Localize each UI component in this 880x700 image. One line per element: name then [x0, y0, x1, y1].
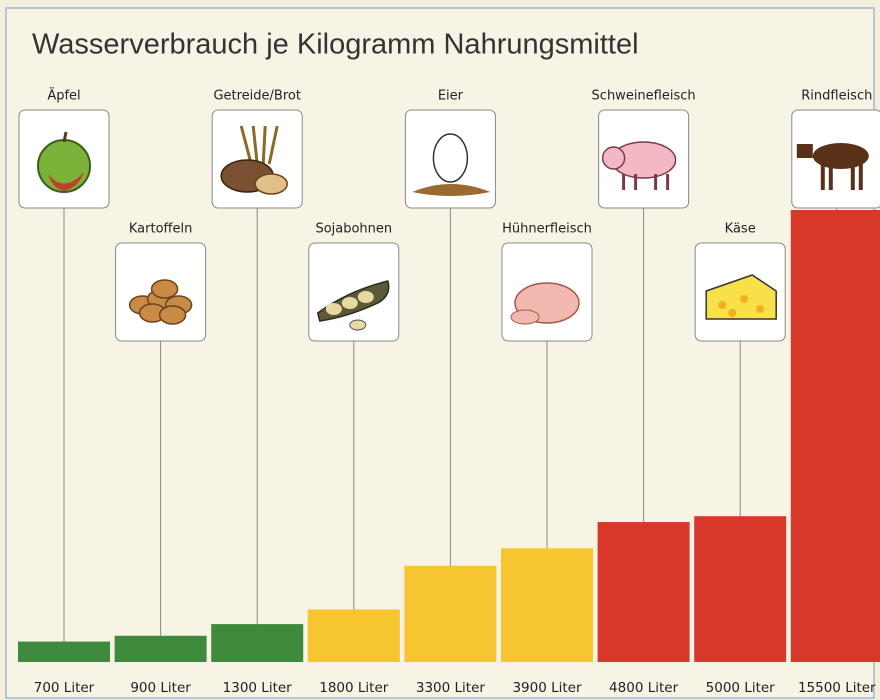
- category-label: Sojabohnen: [315, 222, 392, 237]
- bar: [18, 642, 110, 662]
- icon-shape: [263, 126, 265, 164]
- bar: [308, 610, 400, 662]
- chart: Wasserverbrauch je Kilogramm Nahrungsmit…: [0, 0, 880, 700]
- icon-shape: [728, 309, 736, 317]
- value-label: 1300 Liter: [223, 680, 293, 696]
- category-label: Käse: [725, 222, 756, 237]
- icon-shape: [797, 144, 813, 158]
- icon-shape: [718, 301, 726, 309]
- bar: [598, 522, 690, 662]
- category-label: Kartoffeln: [129, 222, 192, 237]
- icon-shape: [756, 305, 764, 313]
- value-label: 5000 Liter: [706, 680, 776, 696]
- value-label: 1800 Liter: [319, 680, 389, 696]
- icon-shape: [740, 295, 748, 303]
- icon-shape: [433, 134, 467, 182]
- icon-shape: [152, 280, 178, 298]
- icon-shape: [350, 320, 366, 330]
- bar: [211, 624, 303, 662]
- category-label: Getreide/Brot: [213, 89, 301, 104]
- value-label: 4800 Liter: [609, 680, 679, 696]
- category-label: Schweinefleisch: [592, 89, 696, 104]
- category-label: Eier: [438, 89, 464, 104]
- icon-shape: [64, 132, 66, 142]
- value-label: 700 Liter: [34, 680, 95, 696]
- bar: [501, 548, 593, 662]
- category-label: Äpfel: [47, 88, 80, 104]
- chart-title: Wasserverbrauch je Kilogramm Nahrungsmit…: [32, 29, 639, 61]
- value-label: 3300 Liter: [416, 680, 486, 696]
- category-label: Hühnerfleisch: [502, 222, 592, 237]
- category-label: Rindfleisch: [801, 89, 872, 104]
- icon-shape: [160, 306, 186, 324]
- icon-shape: [511, 310, 539, 324]
- value-label: 3900 Liter: [512, 680, 582, 696]
- bar: [791, 210, 880, 662]
- value-label: 900 Liter: [130, 680, 191, 696]
- icon-shape: [603, 147, 625, 169]
- icon-shape: [255, 174, 287, 194]
- value-label: 15500 Liter: [798, 680, 876, 696]
- icon-shape: [326, 303, 342, 315]
- bar: [404, 566, 496, 662]
- icon-shape: [342, 297, 358, 309]
- bar: [115, 636, 207, 662]
- icon-shape: [358, 291, 374, 303]
- bar: [694, 516, 786, 662]
